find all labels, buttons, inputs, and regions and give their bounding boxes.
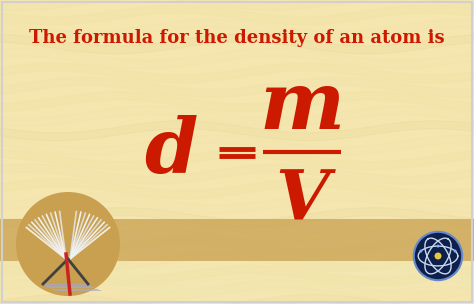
Text: V: V (275, 167, 329, 234)
Ellipse shape (16, 192, 120, 296)
Ellipse shape (454, 250, 456, 253)
Text: The formula for the density of an atom is: The formula for the density of an atom i… (29, 29, 445, 47)
Ellipse shape (414, 232, 462, 280)
Ellipse shape (437, 245, 439, 247)
Text: m: m (260, 68, 345, 145)
Ellipse shape (435, 253, 441, 260)
Bar (0, 219, 474, 261)
Ellipse shape (419, 250, 422, 253)
Text: d: d (144, 115, 197, 189)
